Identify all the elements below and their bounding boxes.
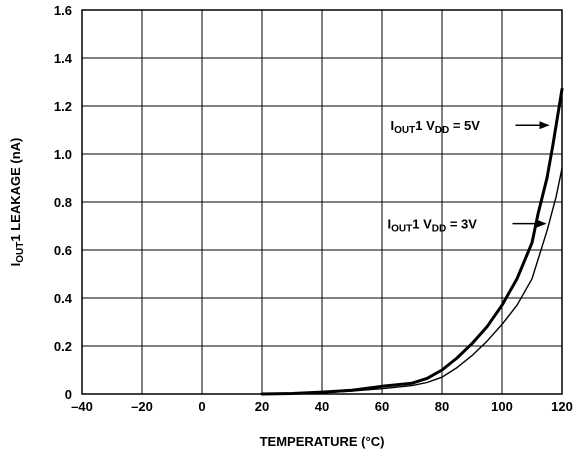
y-tick-label: 1.4 [54,51,73,66]
y-tick-label: 0.6 [54,243,72,258]
x-tick-label: 0 [198,399,205,414]
grid [81,9,563,395]
annotation-part: = 3V [446,217,477,232]
annotation-part: OUT [394,125,415,136]
annotation-part: OUT [391,224,412,235]
annotation-part: I [391,118,395,133]
x-tick-label: 20 [255,399,269,414]
y-axis-title-prefix: I [8,263,23,267]
annotation-part: 1 V [412,217,432,232]
y-tick-label: 0.2 [54,339,72,354]
annotation-vdd5: IOUT1 VDD = 5V [391,118,481,136]
x-tick-label: –20 [131,399,153,414]
x-tick-label: 120 [551,399,573,414]
y-tick-label: 0.4 [54,291,73,306]
series-line-vdd3 [261,167,563,395]
plot-frame [81,9,563,395]
x-tick-label: 80 [435,399,449,414]
y-tick-label: 0.8 [54,195,72,210]
annotation-part: 1 V [415,118,435,133]
y-tick-label: 1.0 [54,147,72,162]
annotation-part: = 5V [449,118,480,133]
y-axis-title: IOUT1 LEAKAGE (nA) [8,138,26,267]
series-group [260,87,564,396]
x-axis-title: TEMPERATURE (°C) [260,434,385,449]
y-axis-title-suffix: 1 LEAKAGE (nA) [8,138,23,242]
x-tick-label: 60 [375,399,389,414]
annotation-vdd3: IOUT1 VDD = 3V [388,217,478,235]
tick-labels: –40 –20 0 20 40 60 80 100 120 0 0.2 0.4 0.6 0.8 1.0 1.2… [54,3,573,414]
x-tick-label: –40 [71,399,93,414]
y-axis-title-subscript: OUT [15,242,26,263]
annotation-part: I [388,217,392,232]
x-tick-label: 100 [491,399,513,414]
y-tick-label: 0 [65,387,72,402]
series-line-vdd5 [260,87,564,396]
y-tick-label: 1.6 [54,3,72,18]
annotation-part: DD [435,125,449,136]
annotation-part: DD [432,224,446,235]
x-tick-label: 40 [315,399,329,414]
y-tick-label: 1.2 [54,99,72,114]
